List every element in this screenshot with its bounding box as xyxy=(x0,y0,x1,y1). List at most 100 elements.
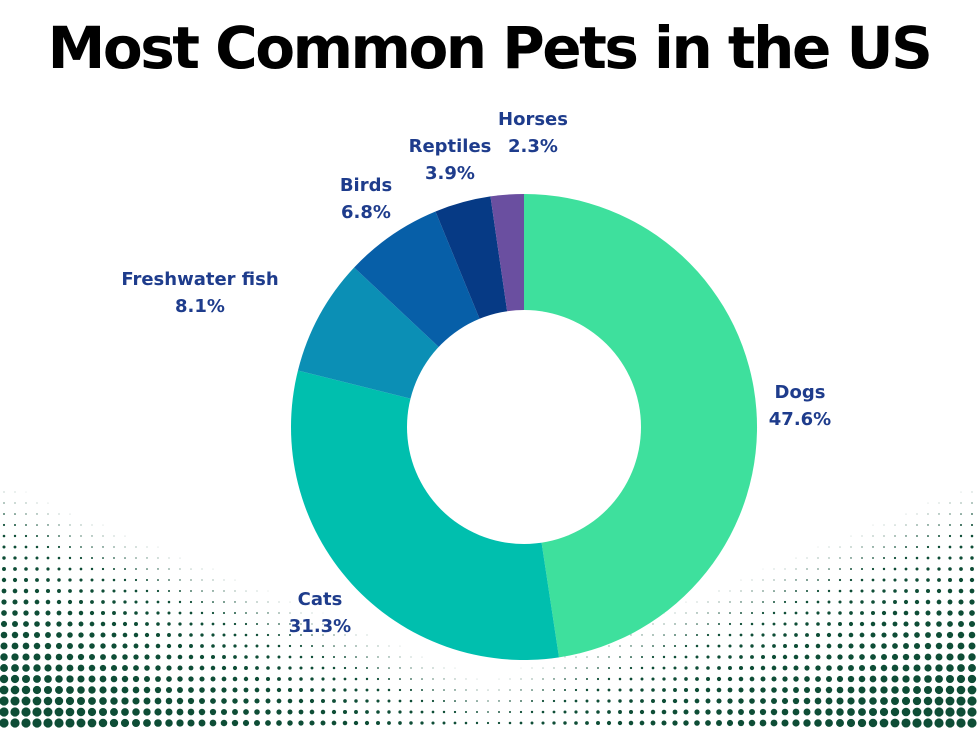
halftone-dot xyxy=(772,622,776,626)
halftone-dot xyxy=(146,568,148,570)
halftone-dot xyxy=(99,697,107,705)
halftone-dot xyxy=(144,654,150,660)
halftone-dot xyxy=(276,698,282,704)
halftone-dot xyxy=(814,719,822,727)
halftone-dot xyxy=(398,688,402,692)
halftone-dot xyxy=(718,590,720,592)
halftone-dot xyxy=(641,645,643,647)
halftone-dot xyxy=(309,698,315,704)
halftone-dot xyxy=(628,720,634,726)
halftone-dot xyxy=(300,612,302,614)
halftone-dot xyxy=(431,699,435,703)
halftone-dot xyxy=(913,653,921,661)
halftone-dot xyxy=(58,513,60,515)
halftone-dot xyxy=(3,502,5,504)
halftone-dot xyxy=(176,719,184,727)
halftone-dot xyxy=(781,719,789,727)
halftone-dot xyxy=(23,621,29,627)
halftone-dot xyxy=(387,721,391,725)
halftone-dot xyxy=(276,687,282,693)
halftone-dot xyxy=(694,720,700,726)
halftone-dot xyxy=(432,689,434,691)
slice-label-category: Reptiles xyxy=(409,136,492,157)
halftone-dot xyxy=(288,666,292,670)
halftone-dot xyxy=(21,707,31,717)
halftone-dot xyxy=(727,698,733,704)
halftone-dot xyxy=(782,687,788,693)
halftone-dot xyxy=(858,686,866,694)
halftone-dot xyxy=(707,623,709,625)
halftone-dot xyxy=(146,557,148,559)
halftone-dot xyxy=(309,720,315,726)
halftone-dot xyxy=(377,656,379,658)
halftone-dot xyxy=(265,698,271,704)
halftone-dot xyxy=(79,567,83,571)
halftone-dot xyxy=(35,534,39,538)
halftone-dot xyxy=(847,675,855,683)
halftone-dot xyxy=(78,610,84,616)
halftone-dot xyxy=(332,688,336,692)
halftone-dot xyxy=(607,688,611,692)
halftone-dot xyxy=(443,667,445,669)
halftone-dot xyxy=(925,599,931,605)
halftone-dot xyxy=(846,718,856,728)
halftone-dot xyxy=(45,610,51,616)
halftone-dot xyxy=(661,709,667,715)
halftone-dot xyxy=(154,686,162,694)
halftone-dot xyxy=(913,664,921,672)
halftone-dot xyxy=(311,645,313,647)
halftone-dot xyxy=(176,697,184,705)
halftone-dot xyxy=(143,675,151,683)
halftone-dot xyxy=(815,665,821,671)
halftone-dot xyxy=(949,524,951,526)
halftone-dot xyxy=(231,719,239,727)
halftone-dot xyxy=(66,686,74,694)
halftone-dot xyxy=(387,699,391,703)
halftone-dot xyxy=(967,718,977,728)
halftone-dot xyxy=(858,708,866,716)
halftone-dot xyxy=(836,719,844,727)
halftone-dot xyxy=(912,718,922,728)
halftone-dot xyxy=(123,611,127,615)
halftone-dot xyxy=(750,644,754,648)
halftone-dot xyxy=(157,568,159,570)
halftone-dot xyxy=(673,655,677,659)
halftone-dot xyxy=(277,666,281,670)
halftone-dot xyxy=(792,719,800,727)
halftone-dot xyxy=(960,502,962,504)
halftone-dot xyxy=(694,698,700,704)
halftone-dot xyxy=(454,667,456,669)
halftone-dot xyxy=(924,664,932,672)
halftone-dot xyxy=(1,588,7,594)
halftone-dot xyxy=(68,589,72,593)
halftone-dot xyxy=(903,610,909,616)
halftone-dot xyxy=(783,633,787,637)
slice-label-value: 31.3% xyxy=(289,616,351,637)
halftone-dot xyxy=(321,655,325,659)
halftone-dot xyxy=(894,535,896,537)
halftone-dot xyxy=(968,642,976,650)
halftone-dot xyxy=(32,696,42,706)
halftone-dot xyxy=(552,699,556,703)
halftone-dot xyxy=(34,588,40,594)
halftone-dot xyxy=(760,665,766,671)
halftone-dot xyxy=(22,664,30,672)
halftone-dot xyxy=(223,579,225,581)
halftone-dot xyxy=(255,633,259,637)
halftone-dot xyxy=(0,620,8,628)
halftone-dot xyxy=(937,556,941,560)
halftone-dot xyxy=(882,567,886,571)
halftone-dot xyxy=(167,633,171,637)
halftone-dot xyxy=(11,653,19,661)
halftone-dot xyxy=(825,708,833,716)
halftone-dot xyxy=(200,644,204,648)
halftone-dot xyxy=(739,644,743,648)
halftone-dot xyxy=(267,623,269,625)
halftone-dot xyxy=(749,676,755,682)
halftone-dot xyxy=(619,656,621,658)
halftone-dot xyxy=(222,644,226,648)
halftone-dot xyxy=(47,513,49,515)
halftone-dot xyxy=(398,710,402,714)
halftone-dot xyxy=(727,687,733,693)
halftone-dot xyxy=(948,556,952,560)
